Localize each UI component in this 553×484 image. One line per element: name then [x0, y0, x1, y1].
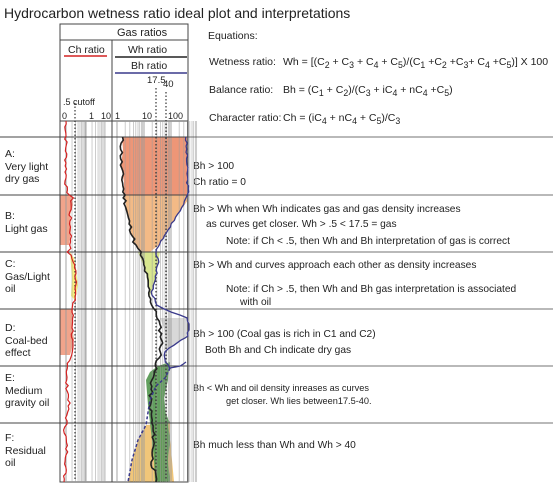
- zone-b-label: B: Light gas: [5, 210, 48, 235]
- interp-d-1: Bh > 100 (Coal gas is rich in C1 and C2): [193, 329, 376, 340]
- log-gridlines: [65, 121, 198, 482]
- dry-gas-fill: [121, 137, 188, 195]
- track-frames: [59, 23, 189, 483]
- ch-tick-0: 0: [62, 111, 68, 121]
- wh-ratio-header: Wh ratio: [128, 44, 168, 56]
- wetness-formula: Wh = [(C2 + C3 + C4 + C5)/(C1 +C2 +C3+ C…: [283, 56, 549, 71]
- wh-tick-100: 100: [168, 111, 184, 121]
- balance-formula: Bh = (C1 + C2)/(C3 + iC4 + nC4 +C5): [283, 84, 453, 99]
- interp-c-2: Note: if Ch > .5, then Wh and Bh gas int…: [226, 284, 517, 295]
- interp-c-3: with oil: [240, 297, 272, 308]
- ch-light-oil-fill: [70, 252, 78, 300]
- wetness-label: Wetness ratio:: [209, 56, 276, 68]
- character-label: Character ratio:: [209, 112, 282, 124]
- cutoff-label: .5 cutoff: [63, 97, 95, 107]
- page-title: Hydrocarbon wetness ratio ideal plot and…: [4, 5, 351, 21]
- wh-tick-1: 1: [115, 111, 121, 121]
- interp-c-1: Bh > Wh and curves approach each other a…: [193, 260, 477, 271]
- bh-ratio-curve: [150, 136, 190, 369]
- equations-heading: Equations:: [208, 30, 258, 42]
- interp-b-3: Note: if Ch < .5, then Wh and Bh interpr…: [226, 236, 510, 247]
- gas-ratios-header: Gas ratios: [117, 27, 168, 39]
- zone-a-label: A: Very light dry gas: [5, 148, 49, 186]
- ch-tick-10: 10: [101, 111, 112, 121]
- mark-17-5: 17.5: [147, 75, 166, 86]
- interp-a-2: Ch ratio = 0: [193, 177, 246, 188]
- ch-tick-1: 1: [89, 111, 95, 121]
- interp-a-1: Bh > 100: [193, 161, 235, 172]
- character-formula: Ch = (iC4 + nC4 + C5)/C3: [283, 112, 401, 127]
- zone-e-label: E: Medium gravity oil: [5, 372, 50, 410]
- bh-ratio-header: Bh ratio: [131, 60, 168, 72]
- balance-label: Balance ratio:: [209, 84, 274, 96]
- zone-d-label: D: Coal-bed effect: [5, 322, 48, 360]
- plot-frame: [59, 23, 189, 483]
- zone-separators: [0, 136, 553, 424]
- interp-b-2: as curves get closer. Wh > .5 < 17.5 = g…: [206, 219, 397, 230]
- threshold-lines: [74, 88, 167, 480]
- wh-tick-10: 10: [142, 111, 153, 121]
- zone-c-label: C: Gas/Light oil: [5, 258, 50, 296]
- medium-oil-fill: [146, 362, 172, 423]
- interp-d-2: Both Bh and Ch indicate dry gas: [205, 345, 352, 356]
- ch-coal-fill: [60, 309, 74, 355]
- zone-f-label: F: Residual oil: [5, 432, 46, 470]
- ratio-curves: [62, 120, 190, 483]
- interp-b-1: Bh > Wh when Wh indicates gas and gas de…: [193, 204, 461, 215]
- ch-ratio-curve: [62, 120, 78, 483]
- interp-e-1: Bh < Wh and oil density inreases as curv…: [193, 383, 369, 393]
- ch-ratio-header: Ch ratio: [68, 44, 105, 56]
- mark-40: 40: [163, 79, 174, 90]
- bh-ratio-curve-lower: [127, 367, 171, 483]
- interp-f-1: Bh much less than Wh and Wh > 40: [193, 440, 356, 451]
- wh-ratio-curve: [119, 136, 164, 483]
- interp-e-2: get closer. Wh lies between17.5-40.: [226, 396, 372, 406]
